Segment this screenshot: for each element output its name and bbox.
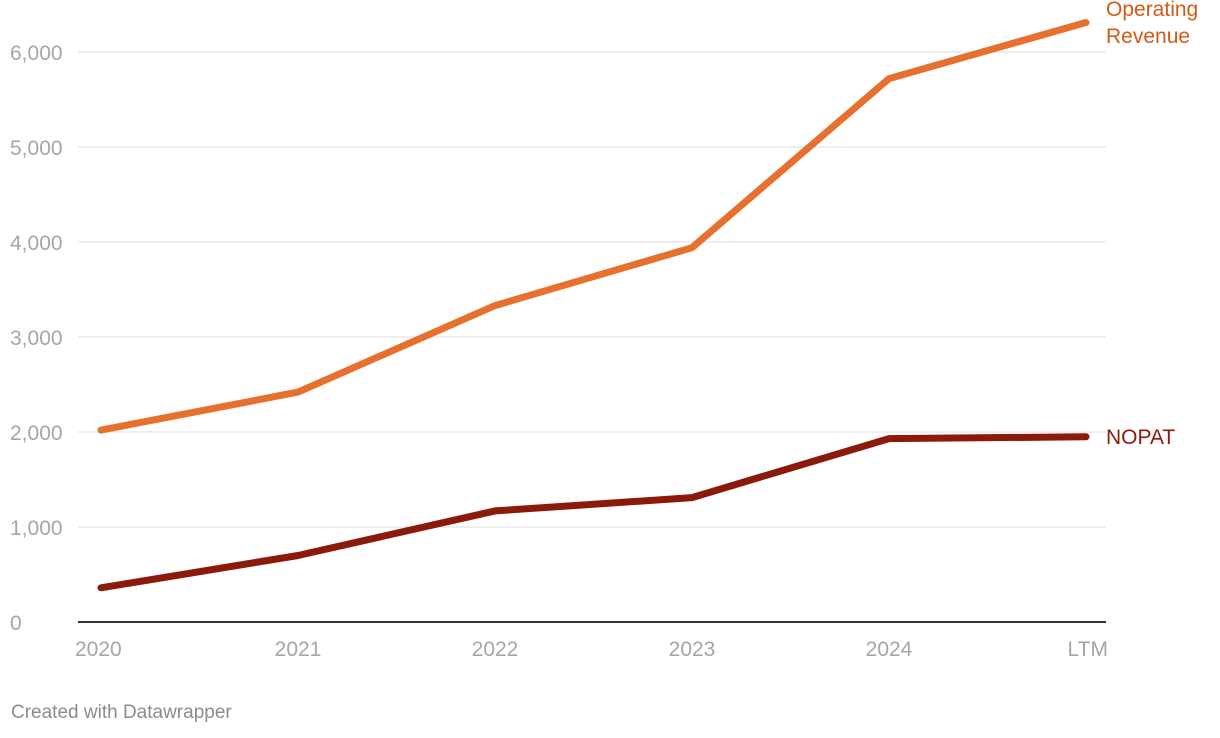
x-tick-label: 2023 bbox=[669, 638, 716, 661]
series-lines bbox=[97, 19, 1090, 592]
y-tick-label: 2,000 bbox=[10, 422, 63, 445]
series-label: Operating bbox=[1106, 0, 1198, 21]
series-label: Revenue bbox=[1106, 25, 1190, 48]
x-tick-label: 2024 bbox=[866, 638, 913, 661]
y-tick-label: 4,000 bbox=[10, 232, 63, 255]
y-axis-tick-labels: 0 1,000 2,000 3,000 4,000 5,000 6,000 bbox=[10, 42, 63, 635]
series-line bbox=[97, 19, 1090, 434]
x-tick-label: 2022 bbox=[472, 638, 519, 661]
x-tick-label: 2021 bbox=[275, 638, 322, 661]
series-labels: Operating Revenue NOPAT bbox=[1106, 0, 1198, 449]
x-tick-label: 2020 bbox=[75, 638, 122, 661]
series-line bbox=[97, 433, 1090, 592]
credit-text: Created with Datawrapper bbox=[11, 702, 232, 723]
y-tick-label: 0 bbox=[10, 612, 22, 635]
y-tick-label: 1,000 bbox=[10, 517, 63, 540]
y-tick-label: 6,000 bbox=[10, 42, 63, 65]
y-tick-label: 5,000 bbox=[10, 137, 63, 160]
y-tick-label: 3,000 bbox=[10, 327, 63, 350]
x-axis-tick-labels: 2020 2021 2022 2023 2024 LTM bbox=[75, 638, 1108, 661]
gridlines bbox=[78, 51, 1106, 623]
series-label: NOPAT bbox=[1106, 426, 1175, 449]
x-tick-label: LTM bbox=[1068, 638, 1108, 661]
